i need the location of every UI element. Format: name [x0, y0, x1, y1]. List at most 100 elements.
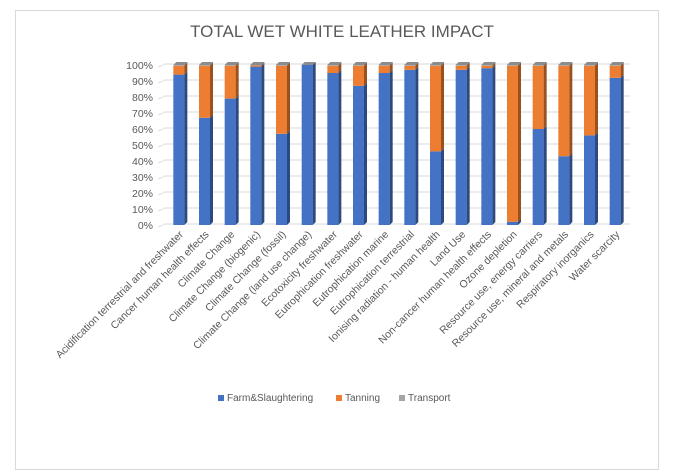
- bar-segment-farm-slaughtering: [301, 65, 313, 225]
- y-tick-label: 80%: [132, 92, 153, 104]
- bar-side: [210, 62, 213, 66]
- bar-side: [543, 126, 547, 225]
- legend-label: Farm&Slaughtering: [227, 393, 313, 404]
- bar-segment-transport: [276, 65, 287, 66]
- bar-segment-farm-slaughtering: [173, 74, 185, 225]
- bar-segment-tanning: [532, 65, 544, 129]
- y-tick-label: 60%: [132, 124, 153, 136]
- bar-segment-farm-slaughtering: [327, 73, 339, 225]
- bar-segment-tanning: [558, 65, 570, 157]
- bar-side: [595, 62, 598, 66]
- chart: TOTAL WET WHITE LEATHER IMPACT 0% 10% 20% 3…: [54, 22, 630, 404]
- gridline-slant: [157, 127, 166, 132]
- y-axis-ticks: 0% 10% 20% 30% 40% 50% 60% 70% 80% 90% 100%: [126, 60, 153, 232]
- bar-segment-transport: [584, 65, 595, 66]
- bar-segment-tanning: [481, 65, 493, 69]
- bar-segment-tanning: [224, 65, 236, 99]
- bar-top: [378, 62, 393, 65]
- bar-side: [235, 62, 239, 99]
- gridline-slant: [157, 95, 166, 100]
- bar-top: [584, 62, 598, 65]
- gridline-slant: [157, 191, 166, 196]
- bar-side: [595, 62, 598, 136]
- bar-segment-tanning: [609, 65, 621, 78]
- y-tick-label: 0%: [138, 220, 153, 232]
- bar-side: [620, 62, 624, 66]
- bar-stack: [199, 62, 213, 225]
- bar-side: [364, 82, 367, 225]
- bar-segment-transport: [481, 65, 493, 66]
- bar-stack: [430, 62, 444, 225]
- bar-side: [492, 62, 496, 69]
- bar-side: [466, 62, 470, 66]
- gridline-slant: [157, 175, 166, 180]
- bar-top: [327, 62, 342, 65]
- bar-stack: [301, 62, 316, 225]
- bar-side: [441, 62, 444, 66]
- bar-side: [364, 62, 367, 66]
- bar-side: [338, 62, 342, 66]
- bar-segment-farm-slaughtering: [199, 117, 210, 225]
- bar-side: [184, 71, 188, 225]
- bar-side: [466, 66, 470, 225]
- bar-segment-farm-slaughtering: [250, 66, 262, 225]
- bar-top: [250, 62, 265, 65]
- bar-stack: [609, 62, 624, 225]
- bar-top: [276, 62, 290, 65]
- bar-segment-transport: [430, 65, 441, 66]
- y-tick-label: 30%: [132, 172, 153, 184]
- bar-top: [173, 62, 188, 65]
- bar-stack: [481, 62, 496, 225]
- bar-side: [338, 70, 342, 225]
- bar-stack: [353, 62, 367, 225]
- bar-stack: [378, 62, 393, 225]
- bar-segment-transport: [378, 65, 390, 66]
- legend-swatch: [218, 395, 224, 401]
- bar-top: [558, 62, 573, 65]
- bar-stack: [558, 62, 573, 225]
- bar-side: [620, 62, 624, 78]
- bar-side: [595, 132, 598, 225]
- bar-side: [338, 62, 342, 73]
- bar-segment-tanning: [327, 65, 339, 73]
- bar-segment-transport: [199, 65, 210, 66]
- bar-side: [389, 62, 393, 66]
- y-tick-label: 20%: [132, 188, 153, 200]
- bar-segment-tanning: [378, 65, 390, 73]
- y-tick-label: 10%: [132, 204, 153, 216]
- bar-segment-transport: [404, 65, 416, 66]
- gridlines: [157, 63, 630, 228]
- bar-side: [261, 62, 265, 67]
- bar-side: [569, 153, 573, 225]
- gridline-slant: [157, 159, 166, 164]
- bar-side: [543, 62, 547, 129]
- bar-stack: [455, 62, 470, 225]
- bar-side: [210, 114, 213, 225]
- bar-stack: [584, 62, 598, 225]
- bar-segment-farm-slaughtering: [353, 85, 364, 225]
- gridline-slant: [157, 111, 166, 116]
- bar-segment-transport: [327, 65, 339, 66]
- bar-segment-transport: [353, 65, 364, 66]
- bar-side: [312, 62, 316, 225]
- y-tick-label: 50%: [132, 140, 153, 152]
- bar-side: [287, 62, 290, 66]
- bar-segment-farm-slaughtering: [455, 69, 467, 225]
- bar-stack: [224, 62, 239, 225]
- bar-top: [199, 62, 213, 65]
- bar-segment-transport: [455, 65, 467, 66]
- y-tick-label: 40%: [132, 156, 153, 168]
- bar-segment-transport: [532, 65, 544, 66]
- bar-top: [430, 62, 444, 65]
- bar-side: [210, 62, 213, 118]
- bar-segment-farm-slaughtering: [558, 156, 570, 225]
- bar-segment-tanning: [173, 65, 185, 75]
- chart-title: TOTAL WET WHITE LEATHER IMPACT: [190, 22, 494, 41]
- bar-segment-tanning: [430, 65, 441, 152]
- bar-segment-farm-slaughtering: [404, 69, 416, 225]
- legend-swatch: [399, 395, 405, 401]
- bar-segment-farm-slaughtering: [609, 77, 621, 225]
- bar-segment-tanning: [250, 65, 262, 67]
- bar-segment-transport: [173, 65, 185, 66]
- bar-side: [518, 218, 521, 225]
